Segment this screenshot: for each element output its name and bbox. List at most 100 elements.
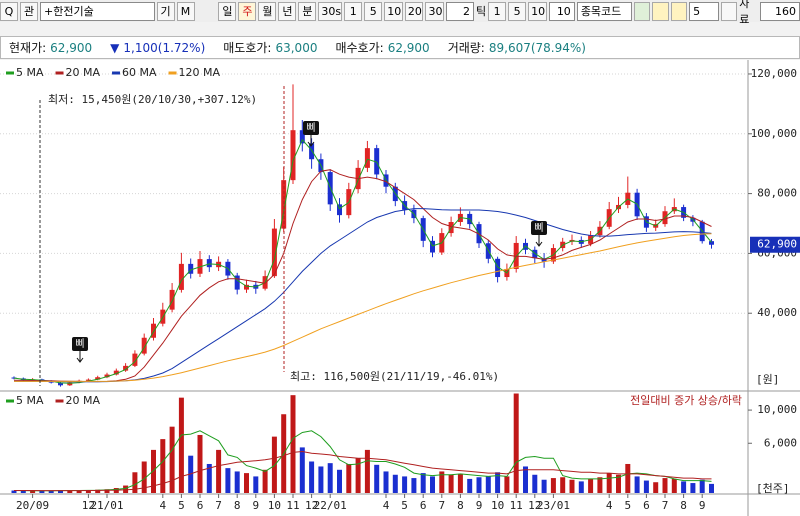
volume-bar [392, 474, 398, 493]
quote-item: ▼ 1,100(1.72%) [110, 41, 205, 55]
x-tick-label: 21/01 [90, 499, 123, 512]
period-button[interactable]: 10 [384, 1, 403, 21]
volume-bar [653, 482, 659, 493]
period-button[interactable]: 년 [278, 1, 297, 21]
volume-bar [709, 483, 714, 493]
data-count[interactable]: 160 [759, 1, 800, 21]
candle-body [95, 377, 101, 380]
candle-body [244, 284, 249, 290]
volume-bar [569, 479, 575, 493]
clock-icon[interactable] [720, 1, 738, 21]
search-button[interactable]: Q [0, 1, 18, 21]
volume-bar [39, 490, 45, 493]
tick-input[interactable]: 2 [446, 1, 474, 21]
volume-bar [58, 490, 63, 493]
volume-bar [625, 463, 631, 493]
period-button[interactable]: 20 [404, 1, 424, 21]
legend-label: 20 MA [66, 394, 101, 407]
legend-label: 120 MA [179, 66, 221, 79]
volume-bar [439, 471, 445, 493]
x-tick-label: 8 [234, 499, 241, 512]
volume-bar [643, 480, 649, 493]
tick-count[interactable]: 10 [548, 1, 575, 21]
current-price-label: 62,900 [757, 238, 797, 251]
candle-body [299, 130, 305, 144]
volume-bar [76, 490, 82, 493]
candle-body [11, 377, 17, 379]
count-input[interactable]: 5 [689, 1, 719, 21]
candle-body [132, 353, 138, 366]
volume-bar [634, 476, 640, 493]
signal-box [72, 337, 88, 351]
volume-bar [699, 479, 705, 493]
volume-bar [299, 447, 305, 493]
candle-body [113, 370, 119, 375]
x-tick-label: 6 [197, 499, 204, 512]
legend-label: 60 MA [122, 66, 157, 79]
tick-button[interactable]: 1 [488, 1, 507, 21]
period-button[interactable]: 월 [258, 1, 277, 21]
legend-label: 5 MA [16, 66, 44, 79]
period-button[interactable]: 일 [218, 1, 237, 21]
quote-item: 현재가: 62,900 [9, 39, 92, 56]
prev-icon[interactable] [652, 1, 669, 21]
volume-bar [560, 477, 566, 493]
period-button[interactable]: 분 [298, 1, 317, 21]
volume-bar [513, 393, 519, 493]
x-tick-label: 4 [606, 499, 613, 512]
volume-bar [690, 483, 696, 493]
volume-bar [123, 485, 129, 493]
volume-bar [225, 468, 231, 493]
period-button[interactable]: 5 [364, 1, 383, 21]
y-tick-label: 100,000 [751, 127, 797, 140]
quote-label: 현재가: [9, 41, 47, 55]
code-label[interactable]: 종목코드 [576, 1, 632, 21]
signal-arrow [307, 135, 315, 147]
period-button[interactable]: 30 [425, 1, 445, 21]
x-tick-label: 6 [643, 499, 650, 512]
quote-value: 63,000 [275, 41, 318, 55]
x-tick-label: 12 [82, 499, 95, 512]
quote-label: ▼ [110, 40, 120, 55]
volume-panel [11, 393, 714, 493]
candle-body [430, 240, 435, 253]
next-icon[interactable] [670, 1, 688, 21]
candle-body [141, 337, 147, 354]
volume-bar [430, 476, 435, 493]
candle-body [337, 204, 342, 216]
x-tick-label: 4 [383, 499, 390, 512]
volume-bar [671, 478, 677, 493]
volume-bar [402, 476, 408, 493]
volume-bar [95, 489, 101, 493]
volume-bar [244, 473, 249, 493]
quote-label: 거래량: [447, 41, 485, 55]
volume-bar [467, 478, 473, 493]
volume-bar [141, 461, 147, 493]
period-button[interactable]: 30s [318, 1, 343, 21]
volume-ma [13, 430, 712, 492]
refresh-icon[interactable] [633, 1, 651, 21]
volume-bar [616, 474, 621, 493]
quote-item: 거래량: 89,607(78.94%) [448, 39, 586, 56]
tick-button[interactable]: 10 [528, 1, 547, 21]
tool-button[interactable]: M [176, 1, 195, 21]
tick-button[interactable]: 5 [508, 1, 527, 21]
x-tick-label: 11 [286, 499, 299, 512]
volume-bar [197, 434, 203, 493]
tick-label: 틱 [475, 5, 487, 18]
tool-button[interactable]: 기 [156, 1, 175, 21]
y-tick-label: 120,000 [751, 67, 797, 80]
period-button[interactable]: 1 [344, 1, 363, 21]
y-tick-label: 40,000 [757, 306, 797, 319]
quote-value: 89,607(78.94%) [488, 41, 586, 55]
volume-bar [485, 476, 491, 493]
volume-bar [495, 472, 501, 493]
stock-input[interactable]: +한전기술 [40, 1, 155, 21]
volume-bar [532, 474, 538, 493]
volume-bar [30, 490, 36, 493]
period-button[interactable]: 주 [238, 1, 257, 21]
signal-label: 삐 [75, 338, 84, 350]
volume-bar [216, 449, 222, 493]
candle-body [290, 130, 296, 181]
search-tag[interactable]: 관 [20, 1, 38, 21]
